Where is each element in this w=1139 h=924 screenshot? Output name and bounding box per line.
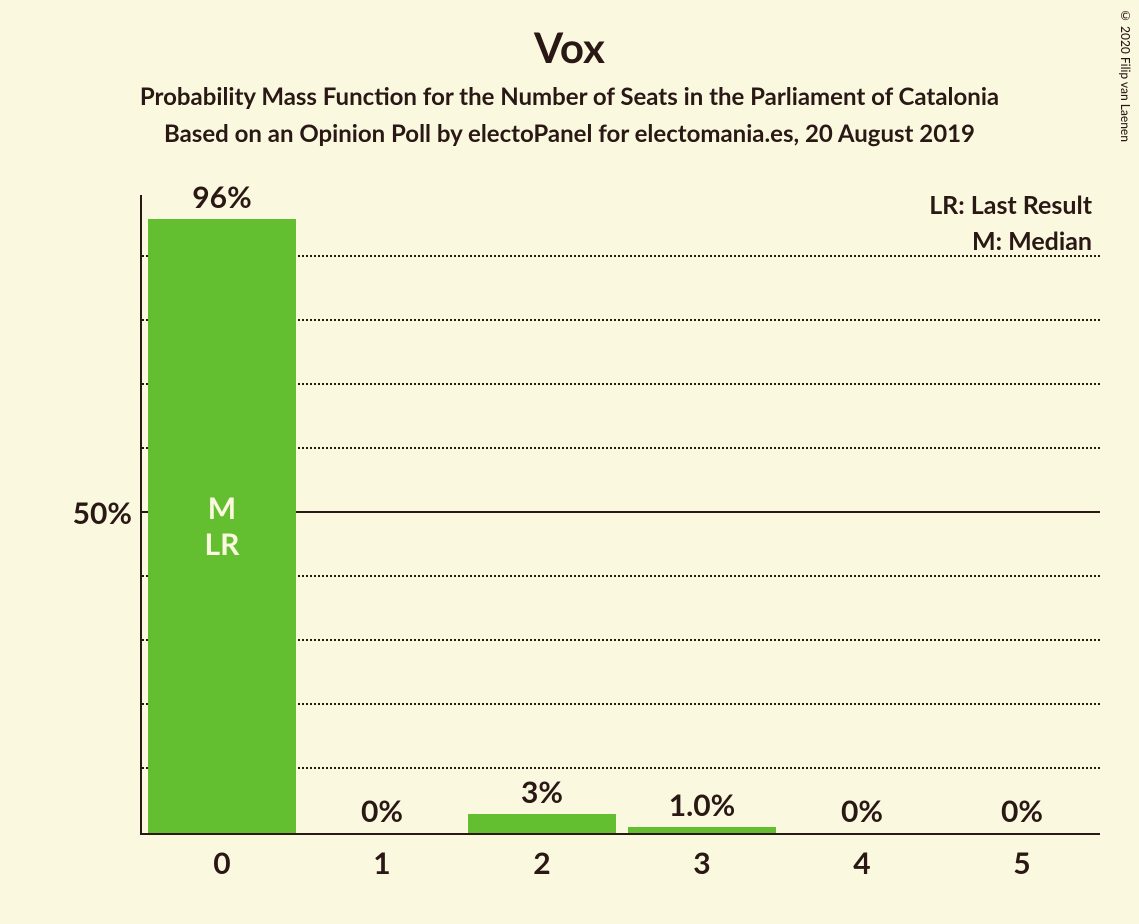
y-axis-label: 50% [72, 495, 132, 531]
bar-value-label: 3% [468, 774, 615, 810]
bar-value-label: 0% [948, 793, 1095, 829]
bar: 96%MLR [148, 219, 295, 833]
x-axis-tick: 0 [142, 845, 302, 881]
legend-lr: LR: Last Result [929, 187, 1092, 223]
bar: 1.0% [628, 827, 775, 833]
bar: 3% [468, 814, 615, 833]
x-axis-tick: 1 [302, 845, 462, 881]
x-axis-tick: 2 [462, 845, 622, 881]
chart-subtitle-2: Based on an Opinion Poll by electoPanel … [0, 119, 1139, 148]
chart-subtitle-1: Probability Mass Function for the Number… [0, 82, 1139, 111]
bar-value-label: 1.0% [628, 787, 775, 823]
plot-area: LR: Last Result M: Median 50%96%MLR00%13… [140, 195, 1100, 835]
chart-area: LR: Last Result M: Median 50%96%MLR00%13… [70, 195, 1110, 835]
x-axis-tick: 5 [942, 845, 1102, 881]
chart-title: Vox [0, 22, 1139, 72]
bar-marker: MLR [148, 490, 295, 562]
x-axis-tick: 4 [782, 845, 942, 881]
bar-value-label: 0% [308, 793, 455, 829]
copyright-text: © 2020 Filip van Laenen [1118, 8, 1133, 142]
last-result-marker: LR [148, 526, 295, 562]
legend: LR: Last Result M: Median [929, 187, 1092, 260]
x-axis-tick: 3 [622, 845, 782, 881]
median-marker: M [148, 490, 295, 526]
bar-value-label: 0% [788, 793, 935, 829]
title-block: Vox Probability Mass Function for the Nu… [0, 0, 1139, 148]
bar-value-label: 96% [148, 179, 295, 215]
